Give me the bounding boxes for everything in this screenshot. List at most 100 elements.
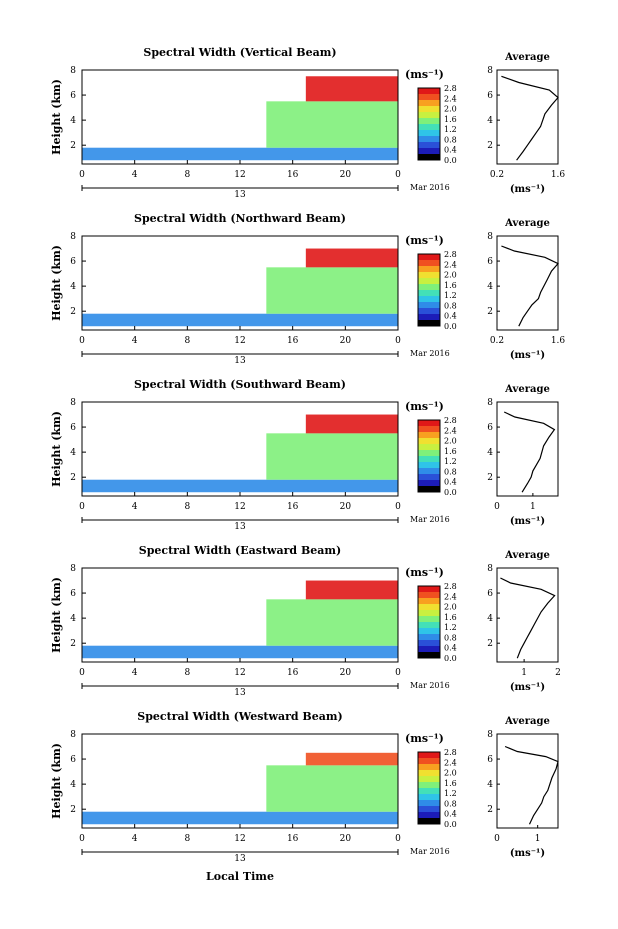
profile-y-tick-label: 2 [487,805,493,815]
x-tick-label: 4 [132,170,138,180]
colorbar-swatch [418,88,440,94]
panel-2: Spectral Width (Southward Beam)0 4 8 12 16 20… [50,378,559,532]
y-tick-label: 8 [70,730,76,740]
colorbar-swatch [418,296,440,302]
colorbar-swatch [418,652,440,658]
colorbar-tick-label: 2.0 [444,603,457,612]
y-axis-label: Height (km) [50,245,63,321]
y-tick-label: 4 [70,780,76,790]
profile-line [500,577,556,659]
x-tick-label: 16 [287,834,299,844]
profile-x-tick-label: 1 [535,834,541,844]
panel-title: Spectral Width (Westward Beam) [137,710,342,723]
heatmap-band [305,752,398,766]
profile-x-label: (ms⁻¹) [510,184,545,195]
x-tick-label: 8 [184,502,190,512]
profile-y-tick-label: 6 [487,91,493,101]
panel-title: Spectral Width (Southward Beam) [134,378,346,391]
colorbar-swatch [418,432,440,438]
colorbar-swatch [418,130,440,136]
profile-y-tick-label: 4 [487,448,493,458]
colorbar-tick-label: 2.4 [444,260,457,269]
day-label: 13 [234,522,246,532]
x-tick-label: 0 [79,502,85,512]
x-tick-label: 12 [234,336,245,346]
colorbar-tick-label: 2.0 [444,271,457,280]
x-tick-label: 0 [79,336,85,346]
colorbar-swatch [418,112,440,118]
colorbar-tick-label: 0.8 [444,467,457,476]
colorbar-tick-label: 2.0 [444,769,457,778]
y-tick-label: 4 [70,448,76,458]
x-tick-label: 16 [287,502,299,512]
profile-x-tick-label: 0.2 [490,170,504,180]
colorbar-tick-label: 2.8 [444,748,457,757]
x-tick-label: 8 [184,170,190,180]
y-tick-label: 2 [70,473,76,483]
profile-line [503,411,556,493]
y-tick-label: 4 [70,116,76,126]
y-tick-label: 8 [70,564,76,574]
profile-y-tick-label: 2 [487,639,493,649]
x-tick-label: 4 [132,336,138,346]
colorbar-swatch [418,598,440,604]
y-tick-label: 8 [70,66,76,76]
colorbar-swatch [418,266,440,272]
colorbar-swatch [418,308,440,314]
x-tick-label: 20 [340,170,352,180]
colorbar-swatch [418,462,440,468]
x-tick-label: 8 [184,834,190,844]
profile-y-tick-label: 4 [487,116,493,126]
profile-x-tick-label: 0.2 [490,336,504,346]
colorbar-tick-label: 2.8 [444,84,457,93]
colorbar-frame [417,751,441,825]
profile-frame [496,235,559,331]
colorbar-tick-label: 2.8 [444,250,457,259]
profile-title: Average [504,716,550,727]
profile-x-tick-label: 0 [494,834,500,844]
colorbar-swatch [418,320,440,326]
y-axis-label: Height (km) [50,79,63,155]
colorbar-tick-label: 0.4 [444,644,457,653]
panel-title: Spectral Width (Vertical Beam) [143,46,336,59]
heatmap-band [305,76,398,102]
colorbar-frame [417,585,441,659]
profile-line [504,745,559,825]
colorbar-swatch [418,616,440,622]
y-axis-label: Height (km) [50,577,63,653]
date-label: Mar 2016 [410,183,450,192]
colorbar-tick-label: 0.0 [444,156,457,165]
colorbar-frame [417,87,441,161]
heatmap-band [82,313,398,327]
colorbar-swatch [418,818,440,824]
profile-y-tick-label: 4 [487,780,493,790]
colorbar-tick-label: 0.8 [444,799,457,808]
colorbar-tick-label: 2.4 [444,758,457,767]
x-tick-label: 0 [395,668,401,678]
colorbar-tick-label: 1.6 [444,281,457,290]
date-label: Mar 2016 [410,847,450,856]
profile-x-label: (ms⁻¹) [510,350,545,361]
panel-1: Spectral Width (Northward Beam)0 4 8 12 16 20… [50,212,565,366]
colorbar-tick-label: 1.2 [444,291,457,300]
x-tick-label: 16 [287,668,299,678]
profile-line [501,245,559,327]
x-tick-label: 20 [340,834,352,844]
colorbar-tick-label: 2.0 [444,105,457,114]
y-tick-label: 6 [70,755,76,765]
x-tick-label: 12 [234,668,245,678]
x-tick-label: 12 [234,170,245,180]
y-tick-label: 8 [70,232,76,242]
heatmap-area [82,414,398,493]
colorbar-swatch [418,420,440,426]
colorbar-swatch [418,474,440,480]
colorbar-swatch [418,800,440,806]
panel-4: Spectral Width (Westward Beam)0 4 8 12 16 20 0… [50,710,559,864]
profile-y-tick-label: 2 [487,307,493,317]
profile-frame [496,69,559,165]
heatmap-band [266,267,398,314]
colorbar-tick-label: 2.4 [444,592,457,601]
x-tick-label: 0 [79,170,85,180]
profile-x-tick-label: 2 [555,668,561,678]
profile-x-label: (ms⁻¹) [510,516,545,527]
